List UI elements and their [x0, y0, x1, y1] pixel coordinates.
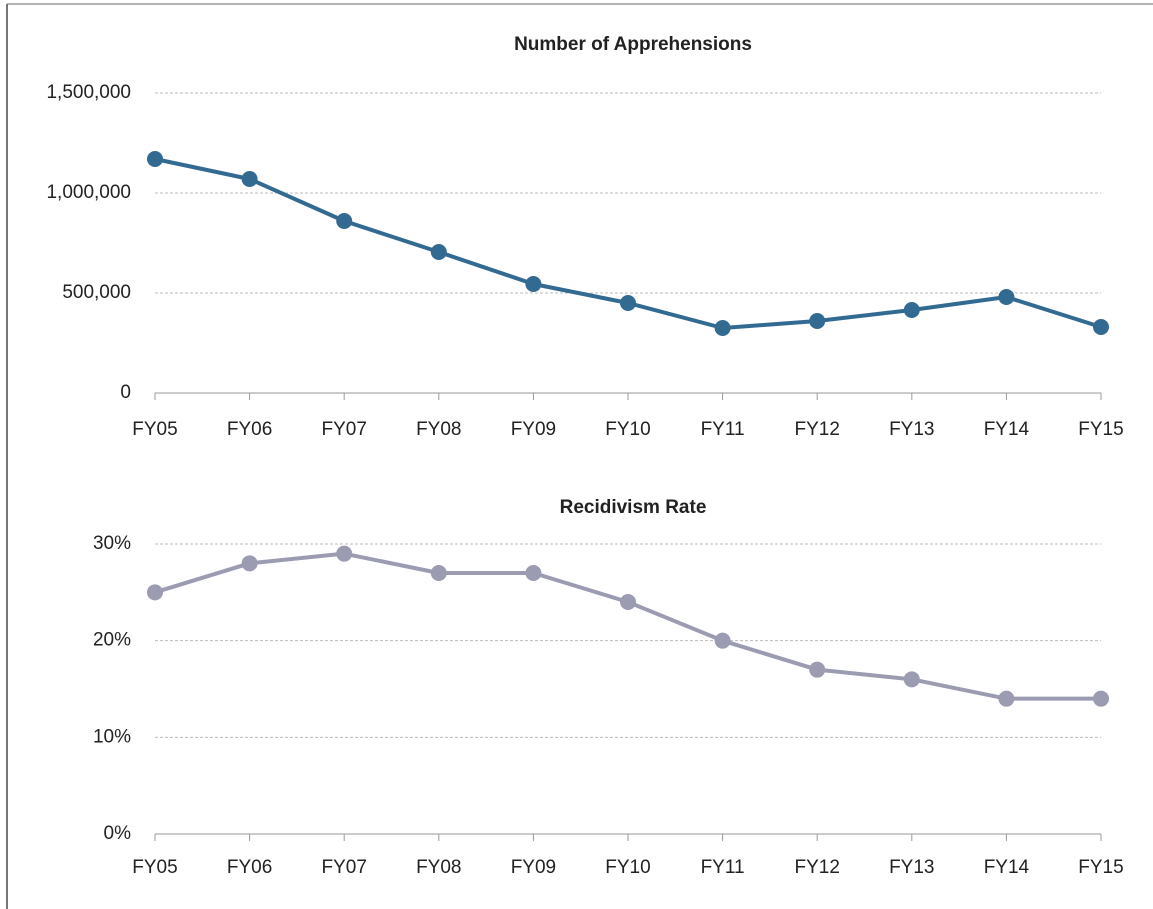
marker — [241, 171, 258, 187]
marker — [809, 661, 826, 678]
x-tick-label: FY08 — [416, 419, 461, 440]
marker — [903, 671, 920, 688]
y-tick-label: 1,500,000 — [46, 82, 131, 103]
marker — [430, 565, 447, 581]
y-tick-label: 500,000 — [62, 282, 131, 303]
marker — [430, 244, 447, 260]
marker — [1093, 319, 1109, 335]
marker — [620, 594, 636, 610]
marker — [1093, 690, 1109, 707]
x-tick-label: FY13 — [889, 419, 934, 440]
marker — [998, 289, 1015, 305]
y-tick-label: 0% — [104, 823, 132, 844]
x-tick-label: FY10 — [605, 857, 650, 878]
x-tick-label: FY09 — [511, 857, 556, 878]
x-tick-label: FY11 — [701, 857, 745, 878]
marker — [714, 320, 731, 336]
x-tick-label: FY14 — [984, 419, 1030, 440]
x-tick-label: FY08 — [416, 857, 461, 878]
y-tick-label: 20% — [93, 630, 131, 651]
x-tick-label: FY11 — [701, 419, 745, 440]
y-tick-label: 10% — [93, 726, 131, 747]
y-tick-label: 0 — [120, 382, 131, 403]
marker — [525, 276, 542, 292]
x-tick-label: FY06 — [227, 857, 272, 878]
marker — [147, 151, 163, 167]
x-tick-label: FY12 — [794, 419, 839, 440]
x-tick-label: FY07 — [321, 857, 366, 878]
marker — [147, 584, 163, 601]
x-tick-label: FY15 — [1078, 419, 1123, 440]
y-tick-label: 30% — [93, 533, 131, 554]
marker — [336, 213, 353, 229]
x-tick-label: FY15 — [1078, 857, 1123, 878]
marker — [336, 545, 353, 562]
marker — [620, 295, 636, 311]
x-tick-label: FY06 — [227, 419, 272, 440]
x-tick-label: FY05 — [132, 857, 177, 878]
x-tick-label: FY05 — [132, 419, 177, 440]
marker — [903, 302, 920, 318]
marker — [714, 632, 731, 649]
x-tick-label: FY12 — [794, 857, 839, 878]
x-tick-label: FY09 — [511, 419, 556, 440]
chart-title: Number of Apprehensions — [514, 34, 752, 55]
y-tick-label: 1,000,000 — [46, 182, 131, 203]
marker — [809, 313, 826, 329]
x-tick-label: FY10 — [605, 419, 650, 440]
marker — [998, 690, 1015, 707]
marker — [525, 565, 542, 581]
chart-title: Recidivism Rate — [560, 497, 707, 518]
x-tick-label: FY14 — [984, 857, 1030, 878]
x-tick-label: FY13 — [889, 857, 934, 878]
x-tick-label: FY07 — [321, 419, 366, 440]
series-line — [154, 551, 1101, 701]
marker — [241, 555, 258, 572]
